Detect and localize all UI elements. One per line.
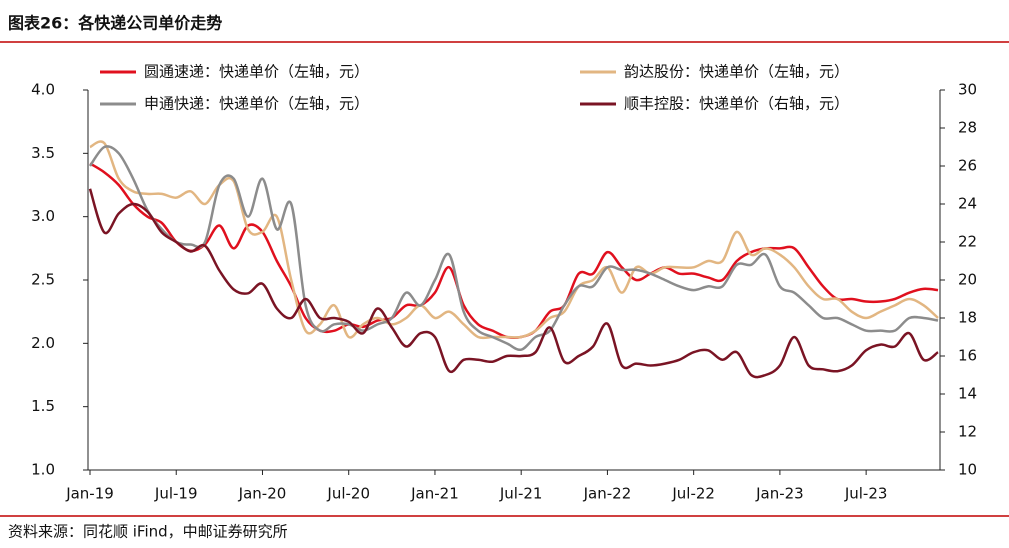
y-tick-label: 4.0	[31, 81, 55, 99]
x-tick-label: Jan-21	[410, 485, 459, 503]
y-tick-label: 2.5	[31, 271, 55, 289]
y2-tick-label: 22	[958, 233, 977, 251]
x-tick-label: Jul-22	[671, 485, 715, 503]
legend-label: 顺丰控股：快递单价（右轴，元）	[624, 95, 849, 113]
y2-tick-label: 12	[958, 423, 977, 441]
y2-tick-label: 28	[958, 119, 977, 137]
x-tick-label: Jan-23	[755, 485, 804, 503]
legend-label: 圆通速递：快递单价（左轴，元）	[144, 63, 369, 81]
y-tick-label: 2.0	[31, 334, 55, 352]
x-tick-label: Jul-23	[844, 485, 888, 503]
y-tick-label: 3.5	[31, 144, 55, 162]
y2-tick-label: 24	[958, 195, 977, 213]
y2-tick-label: 14	[958, 385, 977, 403]
y-tick-label: 3.0	[31, 207, 55, 225]
y2-tick-label: 10	[958, 461, 977, 479]
y2-tick-label: 26	[958, 157, 977, 175]
y-tick-label: 1.5	[31, 397, 55, 415]
legend-label: 韵达股份：快递单价（左轴，元）	[624, 63, 849, 81]
y2-tick-label: 20	[958, 271, 977, 289]
x-tick-label: Jan-19	[65, 485, 114, 503]
y2-tick-label: 16	[958, 347, 977, 365]
x-tick-label: Jul-21	[499, 485, 543, 503]
chart-title: 图表26：各快递公司单价走势	[8, 14, 222, 33]
series-line	[88, 188, 939, 379]
y-tick-label: 1.0	[31, 461, 55, 479]
y2-tick-label: 18	[958, 309, 977, 327]
series-line	[89, 140, 939, 340]
series-line	[88, 145, 939, 352]
x-tick-label: Jan-22	[583, 485, 632, 503]
source: 资料来源：同花顺 iFind，中邮证券研究所	[8, 523, 288, 541]
legend-label: 申通快递：快递单价（左轴，元）	[144, 95, 369, 113]
x-tick-label: Jul-20	[326, 485, 370, 503]
x-tick-label: Jul-19	[154, 485, 198, 503]
x-tick-label: Jan-20	[238, 485, 287, 503]
y2-tick-label: 30	[958, 81, 977, 99]
